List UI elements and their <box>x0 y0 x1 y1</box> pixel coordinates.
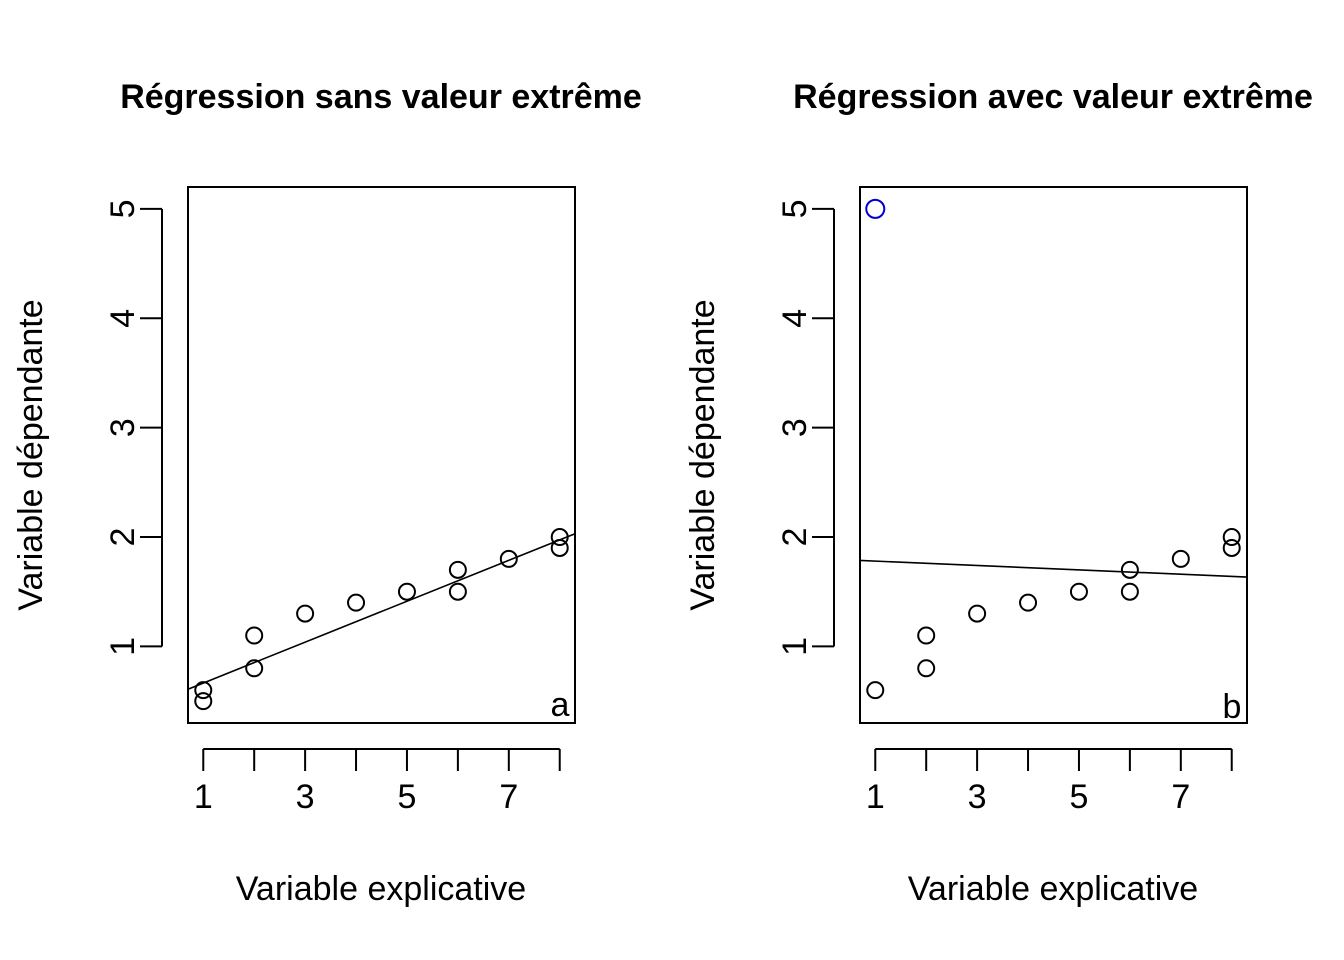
plot-frame <box>187 186 576 724</box>
plot-frame <box>859 186 1248 724</box>
x-tick-label: 7 <box>499 778 518 816</box>
panel-tag: b <box>1223 688 1242 726</box>
data-point <box>1069 582 1088 601</box>
y-tick-label: 3 <box>776 418 814 437</box>
y-tick-label: 2 <box>776 528 814 547</box>
y-tick-label: 4 <box>776 309 814 328</box>
panel-b: Régression avec valeur extrême Variable … <box>684 78 1313 908</box>
x-axis-label: Variable explicative <box>236 870 526 908</box>
data-point <box>1120 560 1139 579</box>
y-tick-label: 5 <box>104 199 142 218</box>
y-tick-label: 1 <box>104 637 142 656</box>
data-point <box>245 659 264 678</box>
y-axis-label: Variable dépendante <box>12 299 50 610</box>
x-tick-label: 5 <box>1069 778 1088 816</box>
y-tick-label: 1 <box>776 637 814 656</box>
x-tick-label: 7 <box>1171 778 1190 816</box>
data-point <box>917 659 936 678</box>
y-tick-label: 4 <box>104 309 142 328</box>
y-tick-label: 2 <box>104 528 142 547</box>
data-point <box>296 604 315 623</box>
data-point <box>1120 582 1139 601</box>
data-point <box>245 626 264 645</box>
data-point <box>448 582 467 601</box>
data-point <box>866 681 885 700</box>
chart-title: Régression sans valeur extrême <box>120 78 642 116</box>
data-point <box>1222 538 1241 557</box>
data-point <box>194 692 213 711</box>
panel-tag: a <box>551 686 570 724</box>
data-point <box>550 538 569 557</box>
y-axis-label: Variable dépendante <box>684 299 722 610</box>
data-point <box>917 626 936 645</box>
data-point <box>1171 549 1190 568</box>
x-tick-label: 3 <box>296 778 315 816</box>
plot-area: 1 3 5 7 1 2 3 4 5 <box>776 186 1248 816</box>
data-point <box>397 582 416 601</box>
data-point <box>499 549 518 568</box>
data-point <box>448 560 467 579</box>
data-point <box>194 681 213 700</box>
x-tick-label: 1 <box>194 778 213 816</box>
y-tick-label: 3 <box>104 418 142 437</box>
regression-line <box>187 533 576 690</box>
x-tick-label: 5 <box>397 778 416 816</box>
x-tick-label: 3 <box>968 778 987 816</box>
y-tick-label: 5 <box>776 199 814 218</box>
plot-area: 1 3 5 7 1 2 3 4 5 <box>104 186 576 816</box>
data-point <box>1222 528 1241 547</box>
data-point <box>550 528 569 547</box>
regression-line <box>859 559 1248 578</box>
data-point <box>1019 593 1038 612</box>
data-point <box>347 593 366 612</box>
outlier-point <box>865 198 886 219</box>
x-tick-label: 1 <box>866 778 885 816</box>
chart-title: Régression avec valeur extrême <box>793 78 1313 116</box>
x-axis-label: Variable explicative <box>908 870 1198 908</box>
data-point <box>968 604 987 623</box>
panel-a: Régression sans valeur extrême Variable … <box>12 78 642 908</box>
